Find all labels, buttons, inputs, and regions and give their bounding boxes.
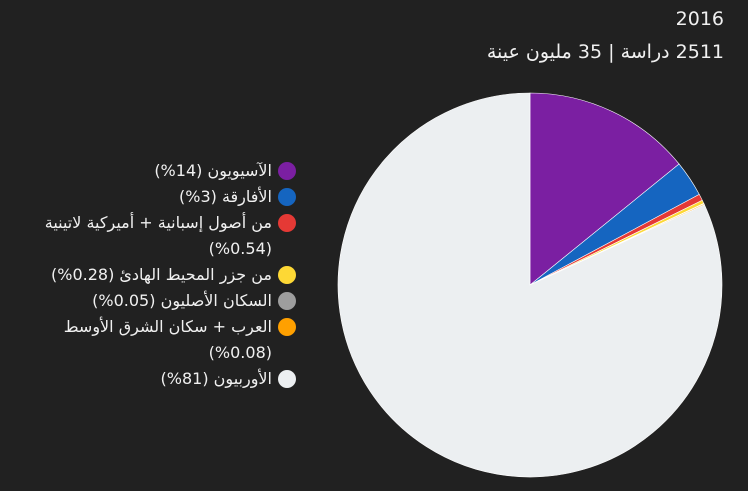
legend-label: الآسيويون (14%) — [154, 161, 272, 180]
chart-title: 2016 — [675, 8, 724, 30]
legend-swatch — [278, 370, 296, 388]
pie-slice — [337, 92, 723, 478]
legend-swatch — [278, 162, 296, 180]
legend-entry: الآسيويون (14%) — [20, 158, 296, 184]
legend-swatch — [278, 266, 296, 284]
legend-label: من أصول إسبانية + أميركية لاتينية (0.54%… — [44, 213, 272, 258]
chart-subtitle: 2511 دراسة | 35 مليون عينة — [486, 41, 724, 63]
legend-label: السكان الأصليون (0.05%) — [92, 291, 272, 310]
legend-label: الأفارقة (3%) — [178, 187, 272, 206]
legend-swatch — [278, 188, 296, 206]
legend-label: الأوربيون (81%) — [160, 369, 272, 388]
legend-entry: العرب + سكان الشرق الأوسط (0.08%) — [20, 314, 296, 366]
legend-label: العرب + سكان الشرق الأوسط (0.08%) — [63, 317, 272, 362]
legend-entry: من جزر المحيط الهادئ (0.28%) — [20, 262, 296, 288]
legend-entry: الأفارقة (3%) — [20, 184, 296, 210]
legend-swatch — [278, 214, 296, 232]
legend-label: من جزر المحيط الهادئ (0.28%) — [51, 265, 272, 284]
legend-entry: من أصول إسبانية + أميركية لاتينية (0.54%… — [20, 210, 296, 262]
legend-entry: السكان الأصليون (0.05%) — [20, 288, 296, 314]
pie-slice — [529, 92, 680, 286]
legend: الآسيويون (14%) الأفارقة (3%) من أصول إسبا… — [20, 158, 296, 392]
legend-swatch — [278, 318, 296, 336]
legend-entry: الأوربيون (81%) — [20, 366, 296, 392]
legend-swatch — [278, 292, 296, 310]
